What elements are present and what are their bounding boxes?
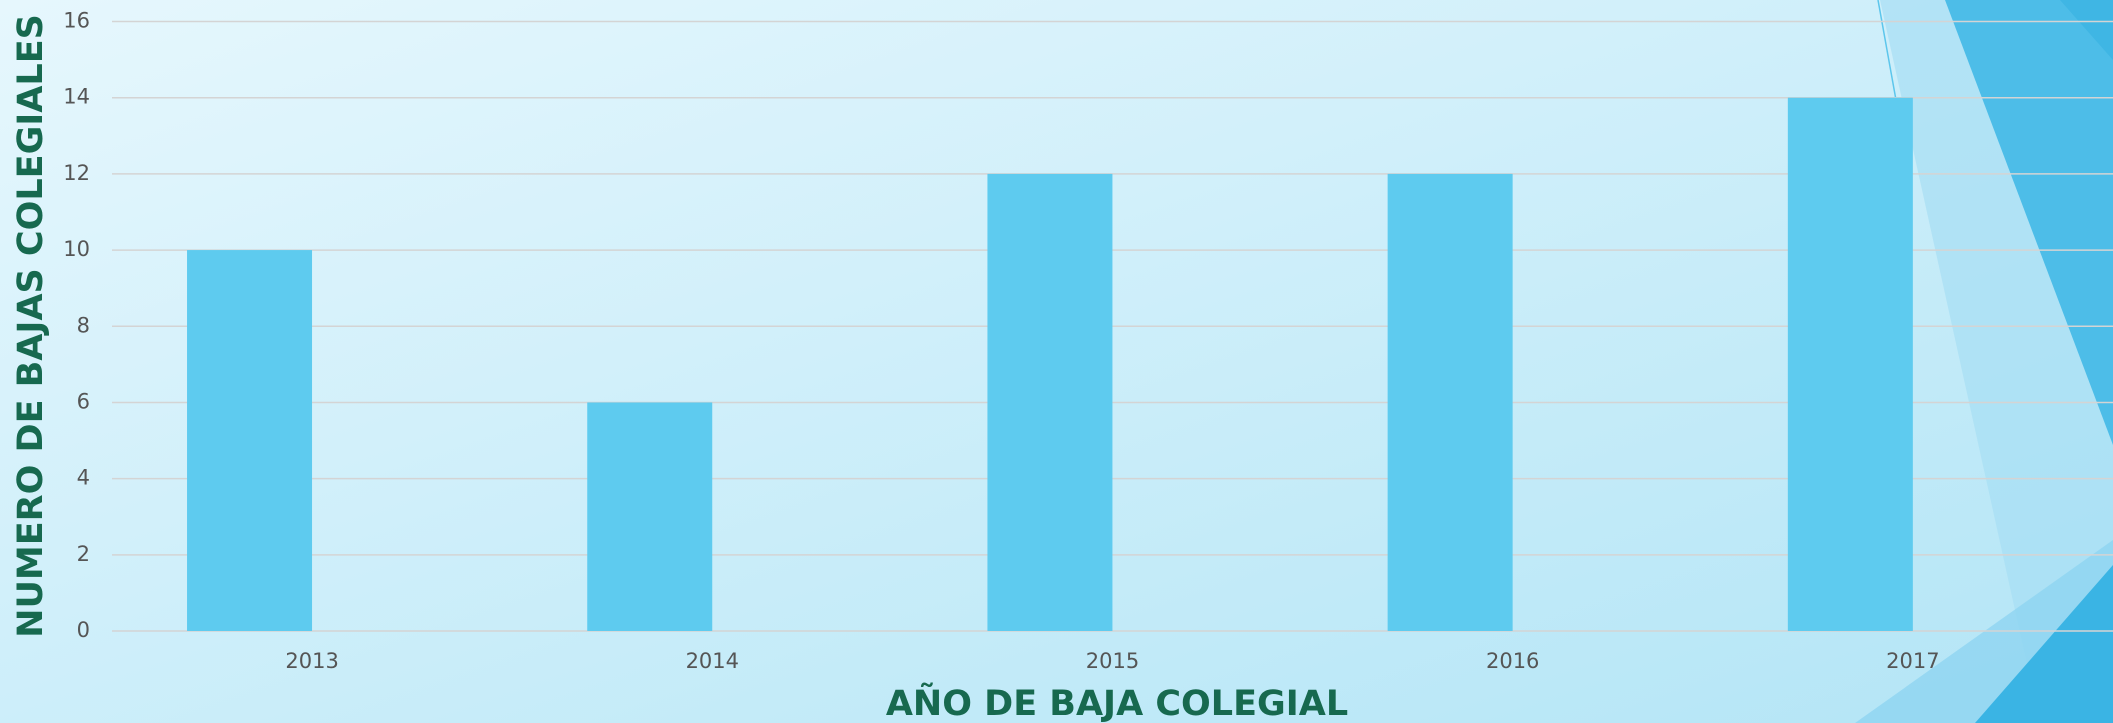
decoration: [2060, 0, 2113, 60]
y-tick-label: 2: [77, 542, 90, 566]
decoration: [1975, 565, 2113, 723]
y-tick-label: 16: [63, 9, 90, 33]
bar: [1387, 173, 1513, 631]
bar: [1787, 97, 1913, 631]
x-tick-label: 2013: [285, 649, 338, 673]
decoration: [1877, 0, 1897, 101]
x-tick-label: 2017: [1886, 649, 1939, 673]
y-axis-label: NUMERO DE BAJAS COLEGIALES: [11, 14, 51, 638]
bar: [587, 402, 713, 631]
y-tick-label: 10: [63, 237, 90, 261]
y-tick-label: 4: [77, 466, 90, 490]
bar: [987, 173, 1113, 631]
y-tick-label: 0: [77, 618, 90, 642]
y-tick-label: 14: [63, 85, 90, 109]
y-tick-label: 6: [77, 389, 90, 413]
decoration: [1945, 0, 2113, 445]
x-tick-label: 2016: [1486, 649, 1539, 673]
x-axis-label: AÑO DE BAJA COLEGIAL: [886, 682, 1348, 723]
y-tick-label: 8: [77, 313, 90, 337]
plot-area: 0 2 4 6 8 10 12 14 16 2013 2014 2015 2016 2017: [63, 9, 2113, 673]
x-tick-label: 2015: [1086, 649, 1139, 673]
bar: [187, 250, 313, 631]
y-tick-label: 12: [63, 161, 90, 185]
x-tick-label: 2014: [686, 649, 739, 673]
